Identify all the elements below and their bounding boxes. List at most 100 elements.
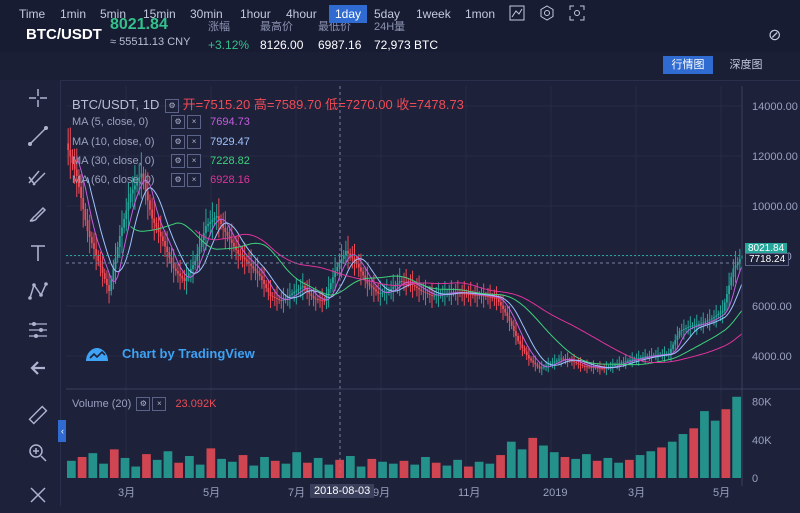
brush-icon[interactable]: [22, 202, 54, 232]
candle-body: [644, 356, 647, 358]
volume-settings-icon[interactable]: ⚙: [136, 397, 151, 411]
ma30-settings-icon[interactable]: ⚙: [171, 154, 186, 168]
candle-body: [650, 355, 653, 357]
interval-15min[interactable]: 15min: [143, 7, 176, 21]
candle-body: [69, 150, 72, 157]
candle-body: [340, 259, 343, 263]
ma5-close-icon[interactable]: ×: [187, 115, 202, 129]
candle-body: [614, 364, 616, 366]
ma60-close-icon[interactable]: ×: [187, 173, 202, 187]
volume-bar: [378, 461, 387, 478]
candle-body: [295, 290, 298, 292]
candle-body: [400, 281, 403, 282]
interval-4hour[interactable]: 4hour: [286, 7, 317, 21]
x-tick-label: 5月: [203, 487, 220, 499]
candle-body: [293, 292, 296, 294]
candle-body: [151, 209, 154, 219]
volume-bar: [560, 456, 570, 478]
pair-title[interactable]: BTC/USDT: [26, 26, 102, 43]
volume-close-icon[interactable]: ×: [152, 397, 167, 411]
pattern-tool-icon[interactable]: [22, 280, 54, 310]
more-tools-icon[interactable]: [22, 482, 54, 512]
candle-body: [377, 291, 380, 294]
candle-body: [284, 298, 287, 300]
candle-body: [620, 362, 623, 364]
volume-name: Volume (20): [72, 397, 132, 410]
ma-lines: [66, 86, 743, 478]
tab-depth-chart[interactable]: 深度图: [729, 59, 763, 71]
candle-body: [80, 187, 82, 198]
crosshair-icon[interactable]: [22, 87, 54, 117]
candle-body: [435, 295, 438, 296]
candle-body: [248, 261, 250, 264]
candle-body: [603, 368, 606, 370]
candle-body: [351, 256, 354, 259]
text-tool-icon[interactable]: [22, 242, 54, 272]
candle-body: [637, 358, 640, 359]
candle-body: [588, 366, 591, 368]
interval-5day[interactable]: 5day: [374, 7, 401, 21]
indicator-icon[interactable]: [509, 5, 525, 21]
fib-tool-icon[interactable]: [22, 165, 54, 195]
legend-settings-icon[interactable]: ⚙: [165, 98, 180, 113]
candle-body: [721, 311, 724, 313]
volume-bar: [142, 454, 151, 478]
zoom-in-icon[interactable]: [22, 442, 54, 472]
interval-1week[interactable]: 1week: [416, 7, 451, 21]
ma10-close-icon[interactable]: ×: [187, 135, 202, 149]
screenshot-icon[interactable]: [569, 5, 585, 21]
interval-1day[interactable]: 1day: [329, 5, 368, 23]
candle-body: [553, 361, 556, 363]
candle-body: [140, 173, 143, 178]
ma5-settings-icon[interactable]: ⚙: [171, 115, 186, 129]
volume-bars: [67, 396, 741, 478]
candle-body: [273, 297, 276, 298]
candle-body: [523, 348, 526, 352]
ma-line-5: [76, 156, 743, 369]
candle-body: [680, 330, 683, 331]
x-tick-label: 11月: [458, 487, 480, 499]
volume-bar: [549, 452, 559, 478]
ma60-settings-icon[interactable]: ⚙: [171, 173, 186, 187]
collapse-toolbar-icon[interactable]: ‹: [58, 420, 67, 442]
candle-body: [90, 237, 93, 243]
trend-line-icon[interactable]: [22, 125, 54, 155]
candle-body: [252, 266, 255, 269]
volume-bar: [313, 457, 323, 478]
interval-time[interactable]: Time: [19, 7, 46, 21]
measure-tool-icon[interactable]: [22, 319, 54, 349]
candle-body: [205, 226, 207, 233]
stat-high-value: 8126.00: [260, 38, 304, 52]
candle-body: [497, 298, 500, 302]
candle-body: [560, 358, 563, 360]
volume-bar: [249, 465, 259, 478]
candle-body: [319, 299, 321, 301]
candle-body: [213, 218, 216, 220]
back-arrow-icon[interactable]: [22, 357, 54, 387]
candle-body: [403, 281, 405, 283]
interval-1hour[interactable]: 1hour: [240, 7, 271, 21]
candle-body: [211, 220, 214, 222]
ma30-close-icon[interactable]: ×: [187, 154, 202, 168]
candle-body: [674, 340, 677, 345]
volume-bar: [496, 455, 505, 478]
ruler-icon[interactable]: [22, 404, 54, 434]
candle-body: [323, 300, 326, 302]
candle-body: [67, 143, 70, 150]
candle-body: [480, 295, 483, 297]
interval-5min[interactable]: 5min: [100, 7, 127, 21]
candle-body: [592, 367, 595, 368]
interval-1mon[interactable]: 1mon: [465, 7, 496, 21]
interval-1min[interactable]: 1min: [60, 7, 87, 21]
tab-main-chart[interactable]: 行情图: [663, 56, 713, 74]
volume-bar: [163, 451, 173, 478]
settings-icon[interactable]: [539, 5, 555, 21]
candle-body: [269, 292, 272, 296]
draw-off-icon[interactable]: ⊘: [768, 27, 782, 44]
candle-body: [187, 273, 190, 277]
interval-30min[interactable]: 30min: [190, 7, 223, 21]
candle-body: [239, 253, 242, 256]
candle-body: [390, 289, 392, 291]
ma10-settings-icon[interactable]: ⚙: [171, 135, 186, 149]
